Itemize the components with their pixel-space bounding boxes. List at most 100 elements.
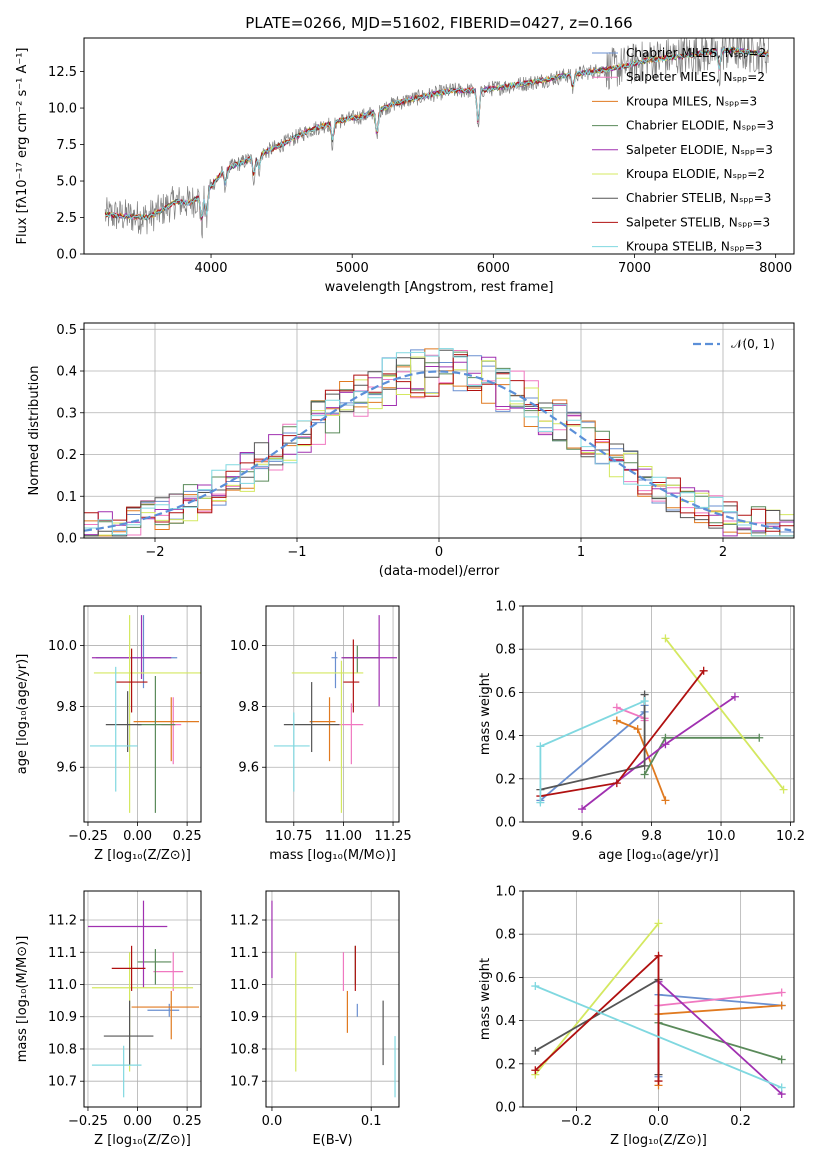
- x-axis-label: E(B-V): [312, 1133, 352, 1148]
- x-tick-label: 2: [719, 545, 727, 560]
- legend-entry: Salpeter MILES, Nₛₚₚ=2: [626, 70, 765, 84]
- panel-age-vs-mass: 10.75 11.00 11.25 9.6 9.8 10.0 mass [log₁₀(M/M…: [230, 605, 412, 863]
- y-tick-label: 10.8: [230, 1042, 259, 1057]
- mass-vs-z-frame: [83, 890, 202, 1108]
- spectrum-plot-area: [104, 38, 770, 239]
- data-point: [331, 651, 338, 689]
- x-tick-label: 9.8: [641, 829, 662, 844]
- weight-vs-z-plot-area: [523, 891, 794, 1107]
- x-tick-label: −0.25: [68, 1114, 108, 1129]
- x-tick-label: 0: [435, 545, 443, 560]
- y-tick-label: 11.2: [48, 914, 77, 929]
- y-tick-label: 11.1: [48, 946, 77, 961]
- weight-series-marker: [536, 742, 545, 751]
- data-point: [91, 1045, 142, 1098]
- residuals-frame: [83, 322, 795, 539]
- weight-series-line: [616, 719, 667, 801]
- y-axis-label: Normed distribution: [27, 366, 42, 496]
- y-tick-label: 0.2: [495, 1057, 516, 1072]
- y-axis-label: Flux [fλ10⁻¹⁷ erg cm⁻² s⁻¹ A⁻¹]: [15, 48, 30, 245]
- y-tick-label: 0.6: [495, 686, 516, 701]
- data-point: [105, 691, 142, 753]
- weight-series-line: [540, 694, 646, 791]
- data-point: [339, 703, 364, 765]
- panel-weight-vs-age: 9.6 9.8 10.0 10.2 0.0 0.2 0.4 0.6 0.8 1.0 age [log…: [478, 600, 805, 864]
- data-point: [91, 952, 194, 1072]
- legend-entry: Salpeter ELODIE, Nₛₚₚ=3: [626, 143, 773, 157]
- mass-vs-z-plot-area: [84, 891, 201, 1107]
- weight-series-marker: [777, 988, 786, 997]
- weight-series-line: [658, 1021, 782, 1061]
- y-tick-label: 0.4: [56, 365, 77, 380]
- legend-entry: Salpeter STELIB, Nₛₚₚ=3: [626, 215, 770, 229]
- model-spectrum-8: [105, 46, 769, 221]
- weight-series-marker: [633, 725, 642, 734]
- weight-series-marker: [612, 716, 621, 725]
- weight-series-marker: [640, 697, 649, 706]
- data-point: [89, 666, 138, 792]
- weight-series-marker: [777, 1083, 786, 1092]
- chart-title: PLATE=0266, MJD=51602, FIBERID=0427, z=0…: [245, 14, 632, 32]
- y-tick-label: 2.5: [56, 211, 77, 226]
- panel-mass-vs-z: −0.25 0.00 0.25 10.7 10.8 10.9 11.0 11.1 11.2 Z […: [15, 890, 202, 1148]
- weight-series-line: [534, 953, 660, 1082]
- y-tick-label: 10.7: [48, 1075, 77, 1090]
- x-tick-label: 0.00: [123, 829, 152, 844]
- data-point: [131, 990, 200, 1040]
- x-tick-label: 10.2: [776, 829, 805, 844]
- y-tick-label: 0.3: [56, 406, 77, 421]
- weight-series-marker: [779, 785, 788, 794]
- y-tick-label: 10.0: [230, 639, 259, 654]
- weight-series-marker: [777, 1001, 786, 1010]
- weight-series-marker: [640, 770, 649, 779]
- residual-histogram-7: [84, 354, 794, 538]
- weight-vs-age-frame: [522, 605, 795, 823]
- x-tick-label: 0.0: [648, 1114, 669, 1129]
- x-tick-label: 8000: [759, 261, 792, 276]
- x-tick-label: 7000: [618, 261, 651, 276]
- data-point: [341, 615, 398, 707]
- weight-series-line: [534, 922, 660, 1076]
- weight-series-marker: [536, 798, 545, 807]
- x-tick-label: −1: [287, 545, 306, 560]
- weight-series-line: [664, 637, 785, 791]
- residuals-plot-area: [84, 323, 794, 538]
- y-tick-label: 0.8: [495, 928, 516, 943]
- y-tick-label: 0.4: [495, 729, 516, 744]
- data-point: [283, 682, 340, 753]
- y-axis-label: mass [log₁₀(M/M⊙)]: [15, 936, 30, 1063]
- weight-series-marker: [578, 805, 587, 814]
- legend: 𝒩(0, 1): [693, 337, 775, 351]
- age-vs-z-frame: [83, 605, 202, 823]
- data-point: [103, 1000, 154, 1066]
- y-tick-label: 11.0: [230, 978, 259, 993]
- x-tick-label: 0.25: [173, 1114, 202, 1129]
- data-point: [291, 660, 364, 813]
- weight-series-line: [657, 1004, 782, 1086]
- y-tick-label: 0.1: [56, 490, 77, 505]
- weight-series-line: [643, 736, 760, 775]
- weight-series-marker: [755, 733, 764, 742]
- x-tick-label: 10.0: [707, 829, 736, 844]
- x-tick-label: 9.6: [572, 829, 593, 844]
- x-axis-label: Z [log₁₀(Z/Z⊙)]: [94, 848, 191, 863]
- y-axis-label: age [log₁₀(age/yr)]: [15, 654, 30, 775]
- y-tick-label: 0.5: [56, 323, 77, 338]
- y-tick-label: 0.0: [56, 532, 77, 547]
- weight-series-marker: [661, 740, 670, 749]
- y-tick-label: 10.0: [48, 639, 77, 654]
- data-point: [153, 952, 184, 991]
- y-tick-label: 9.6: [56, 761, 77, 776]
- y-axis-label: mass weight: [478, 673, 493, 755]
- weight-series-marker: [661, 634, 670, 643]
- weight-series-marker: [730, 692, 739, 701]
- y-tick-label: 10.9: [230, 1010, 259, 1025]
- y-axis-label: mass weight: [478, 958, 493, 1040]
- x-tick-label: 6000: [477, 261, 510, 276]
- x-tick-label: 0.2: [730, 1114, 751, 1129]
- y-tick-label: 0.6: [495, 971, 516, 986]
- data-point: [137, 675, 176, 813]
- weight-series-marker: [640, 761, 649, 770]
- x-axis-label: age [log₁₀(age/yr)]: [598, 848, 719, 863]
